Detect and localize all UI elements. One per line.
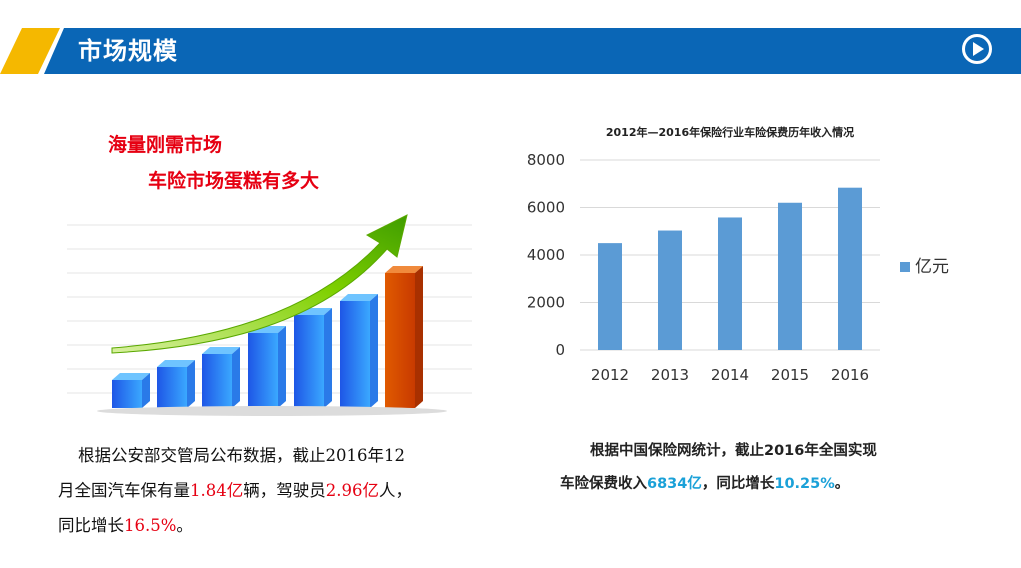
- text-segment: 车险保费收入: [560, 476, 647, 492]
- x-tick-label: 2015: [771, 366, 809, 384]
- chart-title: 2012年—2016年保险行业车险保费历年收入情况: [605, 126, 855, 139]
- play-button[interactable]: [962, 34, 992, 64]
- y-tick-label: 8000: [527, 151, 565, 169]
- bar: [658, 230, 682, 350]
- play-icon: [973, 42, 984, 56]
- text-segment: 同比增长: [58, 516, 124, 535]
- driver-count-value: 2.96亿: [325, 481, 379, 500]
- text-segment: 人，: [379, 481, 412, 500]
- slogan-line-1: 海量刚需市场: [108, 134, 223, 156]
- premium-growth-value: 10.25%: [774, 476, 835, 492]
- text-segment: 辆，驾驶员: [243, 481, 326, 500]
- header-background: [0, 28, 1021, 74]
- slogan-line-2: 车险市场蛋糕有多大: [148, 170, 320, 192]
- y-tick-label: 2000: [527, 294, 565, 312]
- header-banner: 市场规模: [0, 28, 1021, 74]
- text-segment: 根据中国保险网统计，截止2016年全国实现: [590, 443, 877, 459]
- premium-stats-description: 根据中国保险网统计，截止2016年全国实现 车险保费收入6834亿，同比增长10…: [560, 435, 980, 501]
- x-tick-label: 2013: [651, 366, 689, 384]
- x-tick-label: 2014: [711, 366, 749, 384]
- text-segment: 根据公安部交管局公布数据，截止2016年12: [78, 446, 405, 465]
- y-tick-label: 0: [555, 341, 565, 359]
- bar: [778, 202, 802, 350]
- bar: [718, 217, 742, 350]
- legend-label: 亿元: [915, 257, 949, 277]
- growth-illustration: [62, 205, 482, 425]
- bar: [598, 243, 622, 350]
- text-segment: 。: [176, 516, 193, 535]
- page-title: 市场规模: [78, 37, 178, 65]
- premium-income-value: 6834亿: [647, 476, 702, 492]
- y-tick-label: 4000: [527, 246, 565, 264]
- bar: [838, 187, 862, 350]
- x-tick-label: 2016: [831, 366, 869, 384]
- premium-bar-chart: 0 2000 4000 6000 8000 2012 2013 2014 2015 2016 亿元: [527, 151, 949, 384]
- y-tick-label: 6000: [527, 199, 565, 217]
- text-segment: 月全国汽车保有量: [58, 481, 190, 500]
- car-ownership-value: 1.84亿: [190, 481, 244, 500]
- legend-swatch: [900, 262, 910, 272]
- text-segment: 。: [834, 476, 850, 492]
- x-tick-label: 2012: [591, 366, 629, 384]
- growth-rate-value: 16.5%: [124, 516, 177, 535]
- text-segment: ，同比增长: [701, 476, 775, 492]
- vehicle-stats-description: 根据公安部交管局公布数据，截止2016年12 月全国汽车保有量1.84亿辆，驾驶…: [58, 438, 478, 543]
